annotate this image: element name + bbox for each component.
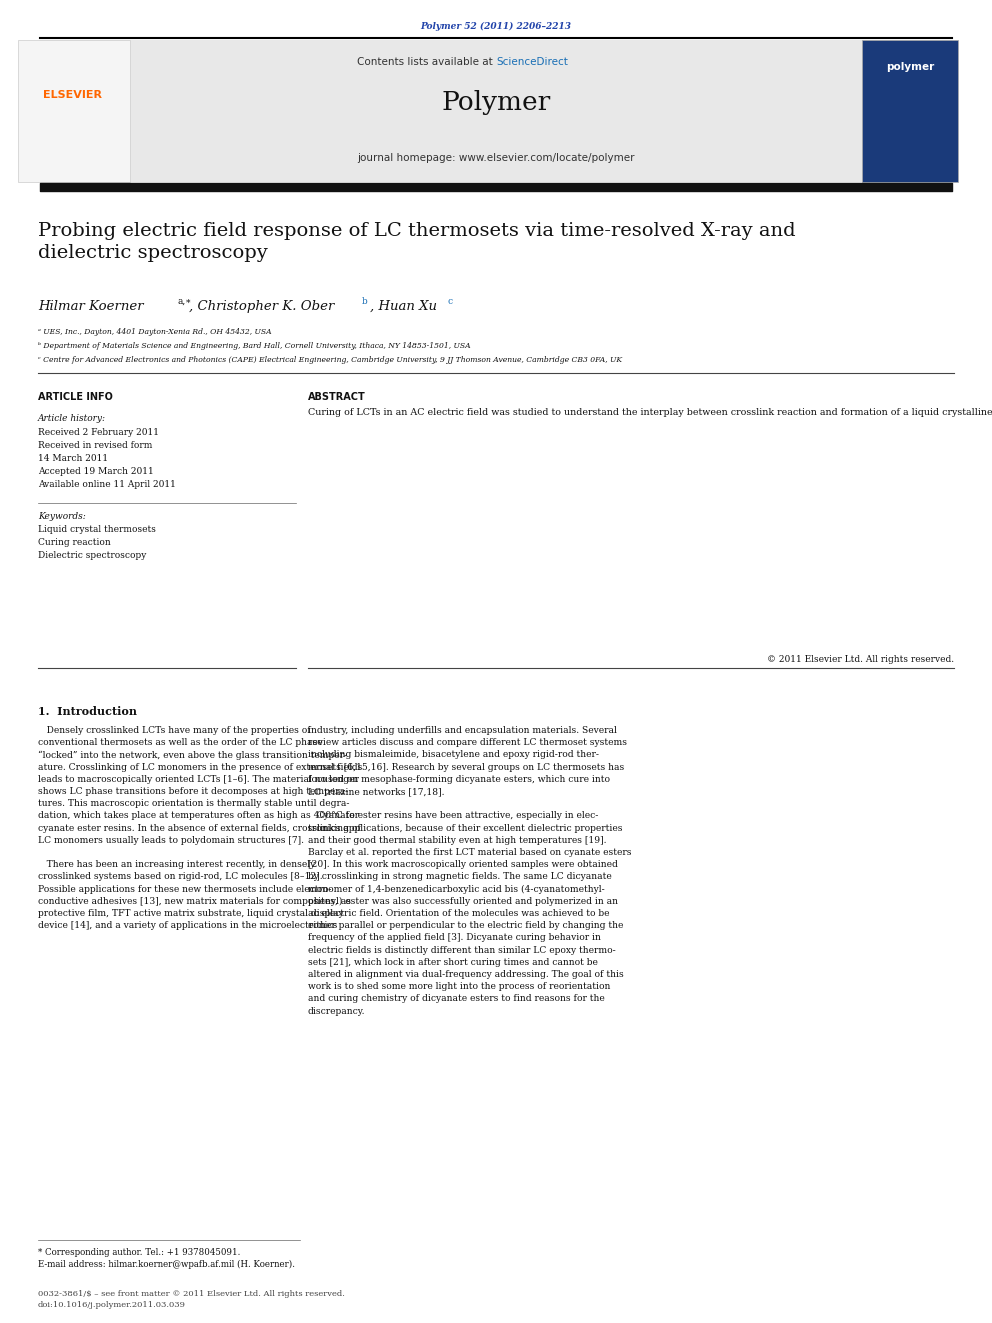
Text: Cyanate ester resins have been attractive, especially in elec-: Cyanate ester resins have been attractiv… <box>308 811 598 820</box>
Text: Accepted 19 March 2011: Accepted 19 March 2011 <box>38 467 154 476</box>
Text: ᵃ UES, Inc., Dayton, 4401 Dayton-Xenia Rd., OH 45432, USA: ᵃ UES, Inc., Dayton, 4401 Dayton-Xenia R… <box>38 328 272 336</box>
Text: Liquid crystal thermosets: Liquid crystal thermosets <box>38 525 156 534</box>
Text: monomer of 1,4-benzenedicarboxylic acid bis (4-cyanatomethyl-: monomer of 1,4-benzenedicarboxylic acid … <box>308 885 605 894</box>
Text: tures. This macroscopic orientation is thermally stable until degra-: tures. This macroscopic orientation is t… <box>38 799 349 808</box>
Text: ELSEVIER: ELSEVIER <box>44 90 102 101</box>
Text: tronics applications, because of their excellent dielectric properties: tronics applications, because of their e… <box>308 824 623 832</box>
Text: discrepancy.: discrepancy. <box>308 1007 365 1016</box>
Text: Dielectric spectroscopy: Dielectric spectroscopy <box>38 550 147 560</box>
Text: “locked” into the network, even above the glass transition temper-: “locked” into the network, even above th… <box>38 750 347 759</box>
Text: Article history:: Article history: <box>38 414 106 423</box>
Text: mosets [6,15,16]. Research by several groups on LC thermosets has: mosets [6,15,16]. Research by several gr… <box>308 762 624 771</box>
Text: electric fields is distinctly different than similar LC epoxy thermo-: electric fields is distinctly different … <box>308 946 616 955</box>
Text: ABSTRACT: ABSTRACT <box>308 392 366 402</box>
Text: Available online 11 April 2011: Available online 11 April 2011 <box>38 480 176 490</box>
Text: and curing chemistry of dicyanate esters to find reasons for the: and curing chemistry of dicyanate esters… <box>308 995 605 1003</box>
Text: ᶜ Centre for Advanced Electronics and Photonics (CAPE) Electrical Engineering, C: ᶜ Centre for Advanced Electronics and Ph… <box>38 356 622 364</box>
Text: dation, which takes place at temperatures often as high as 400°C for: dation, which takes place at temperature… <box>38 811 359 820</box>
Text: industry, including underfills and encapsulation materials. Several: industry, including underfills and encap… <box>308 726 617 736</box>
Text: Received 2 February 2011: Received 2 February 2011 <box>38 429 159 437</box>
Text: review articles discuss and compare different LC thermoset systems: review articles discuss and compare diff… <box>308 738 627 747</box>
Text: There has been an increasing interest recently, in densely: There has been an increasing interest re… <box>38 860 315 869</box>
Text: ac electric field. Orientation of the molecules was achieved to be: ac electric field. Orientation of the mo… <box>308 909 609 918</box>
Text: 14 March 2011: 14 March 2011 <box>38 454 108 463</box>
Text: Curing of LCTs in an AC electric field was studied to understand the interplay b: Curing of LCTs in an AC electric field w… <box>308 407 992 417</box>
Text: and their good thermal stability even at high temperatures [19].: and their good thermal stability even at… <box>308 836 606 845</box>
Text: , Christopher K. Ober: , Christopher K. Ober <box>189 300 334 314</box>
Text: leads to macroscopically oriented LCTs [1–6]. The material no longer: leads to macroscopically oriented LCTs [… <box>38 775 359 783</box>
Text: Polymer 52 (2011) 2206–2213: Polymer 52 (2011) 2206–2213 <box>421 22 571 32</box>
Text: Contents lists available at: Contents lists available at <box>357 57 496 67</box>
Text: * Corresponding author. Tel.: +1 9378045091.: * Corresponding author. Tel.: +1 9378045… <box>38 1248 240 1257</box>
FancyBboxPatch shape <box>40 40 952 183</box>
Text: 0032-3861/$ – see front matter © 2011 Elsevier Ltd. All rights reserved.: 0032-3861/$ – see front matter © 2011 El… <box>38 1290 345 1298</box>
Text: E-mail address: hilmar.koerner@wpafb.af.mil (H. Koerner).: E-mail address: hilmar.koerner@wpafb.af.… <box>38 1259 295 1269</box>
Text: 1.  Introduction: 1. Introduction <box>38 706 137 717</box>
Text: Possible applications for these new thermosets include electro-: Possible applications for these new ther… <box>38 885 331 893</box>
Text: Densely crosslinked LCTs have many of the properties of: Densely crosslinked LCTs have many of th… <box>38 726 310 736</box>
Text: LC triazine networks [17,18].: LC triazine networks [17,18]. <box>308 787 444 796</box>
Text: a,∗: a,∗ <box>178 296 192 306</box>
Text: including bismaleimide, bisacetylene and epoxy rigid-rod ther-: including bismaleimide, bisacetylene and… <box>308 750 599 759</box>
Text: ᵇ Department of Materials Science and Engineering, Bard Hall, Cornell University: ᵇ Department of Materials Science and En… <box>38 343 470 351</box>
Text: Received in revised form: Received in revised form <box>38 441 153 450</box>
Text: protective film, TFT active matrix substrate, liquid crystal display: protective film, TFT active matrix subst… <box>38 909 344 918</box>
Text: Hilmar Koerner: Hilmar Koerner <box>38 300 144 314</box>
Text: frequency of the applied field [3]. Dicyanate curing behavior in: frequency of the applied field [3]. Dicy… <box>308 934 601 942</box>
Text: c: c <box>448 296 453 306</box>
Text: , Huan Xu: , Huan Xu <box>370 300 437 314</box>
Text: Barclay et al. reported the first LCT material based on cyanate esters: Barclay et al. reported the first LCT ma… <box>308 848 632 857</box>
Text: sets [21], which lock in after short curing times and cannot be: sets [21], which lock in after short cur… <box>308 958 598 967</box>
Text: Keywords:: Keywords: <box>38 512 85 521</box>
Text: focused on mesophase-forming dicyanate esters, which cure into: focused on mesophase-forming dicyanate e… <box>308 775 610 783</box>
Text: crosslinked systems based on rigid-rod, LC molecules [8–12].: crosslinked systems based on rigid-rod, … <box>38 872 322 881</box>
Text: either parallel or perpendicular to the electric field by changing the: either parallel or perpendicular to the … <box>308 921 623 930</box>
Text: Curing reaction: Curing reaction <box>38 538 111 546</box>
Text: phenyl) ester was also successfully oriented and polymerized in an: phenyl) ester was also successfully orie… <box>308 897 618 906</box>
Text: work is to shed some more light into the process of reorientation: work is to shed some more light into the… <box>308 982 610 991</box>
Text: Probing electric field response of LC thermosets via time-resolved X-ray and
die: Probing electric field response of LC th… <box>38 222 796 262</box>
Text: conventional thermosets as well as the order of the LC phase: conventional thermosets as well as the o… <box>38 738 322 747</box>
Text: © 2011 Elsevier Ltd. All rights reserved.: © 2011 Elsevier Ltd. All rights reserved… <box>767 655 954 664</box>
Text: cyanate ester resins. In the absence of external fields, crosslinking of: cyanate ester resins. In the absence of … <box>38 824 361 832</box>
Text: [20]. In this work macroscopically oriented samples were obtained: [20]. In this work macroscopically orien… <box>308 860 618 869</box>
Text: device [14], and a variety of applications in the microelectronics: device [14], and a variety of applicatio… <box>38 921 337 930</box>
Text: ature. Crosslinking of LC monomers in the presence of external fields: ature. Crosslinking of LC monomers in th… <box>38 762 362 771</box>
Text: doi:10.1016/j.polymer.2011.03.039: doi:10.1016/j.polymer.2011.03.039 <box>38 1301 186 1308</box>
Text: shows LC phase transitions before it decomposes at high tempera-: shows LC phase transitions before it dec… <box>38 787 348 796</box>
FancyBboxPatch shape <box>862 40 958 183</box>
Text: ARTICLE INFO: ARTICLE INFO <box>38 392 113 402</box>
Text: ScienceDirect: ScienceDirect <box>496 57 567 67</box>
Text: b: b <box>362 296 368 306</box>
Text: LC monomers usually leads to polydomain structures [7].: LC monomers usually leads to polydomain … <box>38 836 304 845</box>
Text: altered in alignment via dual-frequency addressing. The goal of this: altered in alignment via dual-frequency … <box>308 970 624 979</box>
Text: by crosslinking in strong magnetic fields. The same LC dicyanate: by crosslinking in strong magnetic field… <box>308 872 612 881</box>
Text: polymer: polymer <box>886 62 934 71</box>
Text: conductive adhesives [13], new matrix materials for composites, as: conductive adhesives [13], new matrix ma… <box>38 897 351 906</box>
Text: journal homepage: www.elsevier.com/locate/polymer: journal homepage: www.elsevier.com/locat… <box>357 153 635 163</box>
FancyBboxPatch shape <box>18 40 130 183</box>
Text: Polymer: Polymer <box>441 90 551 115</box>
